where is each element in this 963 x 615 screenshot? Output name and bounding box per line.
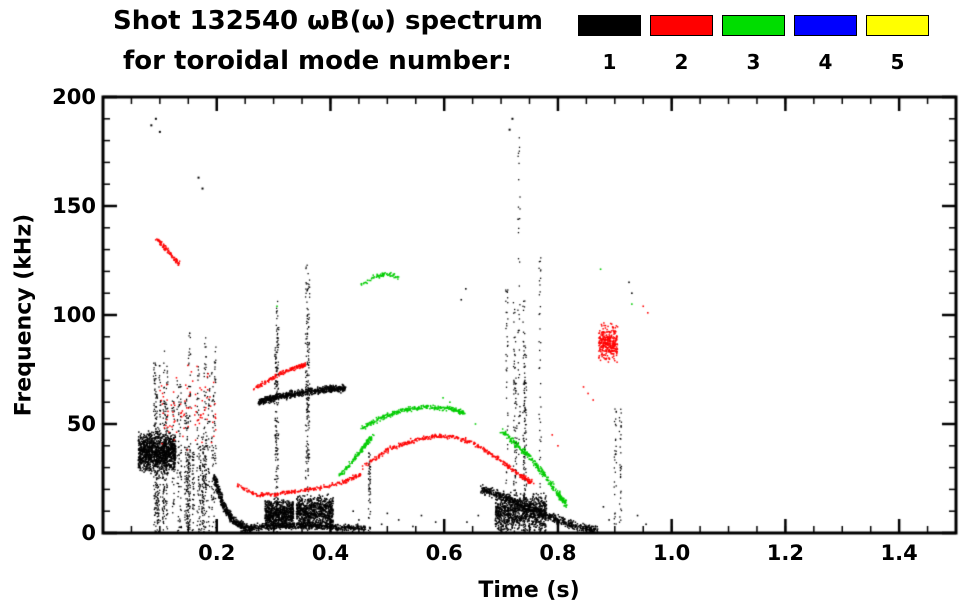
legend-label: 1 bbox=[602, 50, 617, 74]
y-tick-label: 100 bbox=[52, 303, 96, 327]
mode-legend: 1 2 3 4 5 bbox=[578, 15, 929, 74]
x-tick-label: 1.2 bbox=[766, 541, 804, 565]
x-tick-label: 0.6 bbox=[425, 541, 463, 565]
x-tick-label: 0.2 bbox=[198, 541, 236, 565]
legend-item-mode-1: 1 bbox=[578, 15, 641, 74]
x-axis-label: Time (s) bbox=[478, 578, 580, 603]
legend-label: 2 bbox=[674, 50, 689, 74]
legend-label: 3 bbox=[746, 50, 761, 74]
legend-item-mode-4: 4 bbox=[794, 15, 857, 74]
x-tick-label: 0.4 bbox=[311, 541, 350, 565]
legend-swatch bbox=[578, 15, 641, 36]
legend-item-mode-3: 3 bbox=[722, 15, 785, 74]
y-tick-label: 0 bbox=[81, 521, 96, 545]
y-tick-label: 50 bbox=[66, 412, 96, 436]
x-tick-label: 1.4 bbox=[880, 541, 918, 565]
x-tick-label: 0.8 bbox=[539, 541, 577, 565]
legend-label: 5 bbox=[890, 50, 905, 74]
y-tick-label: 150 bbox=[52, 194, 96, 218]
legend-item-mode-2: 2 bbox=[650, 15, 713, 74]
y-tick-label: 200 bbox=[52, 85, 96, 109]
legend-item-mode-5: 5 bbox=[866, 15, 929, 74]
x-tick-label: 1.0 bbox=[653, 541, 691, 565]
chart-title-line1: Shot 132540 ωB(ω) spectrum bbox=[113, 6, 543, 36]
legend-swatch bbox=[794, 15, 857, 36]
chart-title-line2: for toroidal mode number: bbox=[123, 46, 512, 76]
legend-label: 4 bbox=[818, 50, 833, 74]
y-axis-label: Frequency (kHz) bbox=[11, 213, 37, 417]
legend-swatch bbox=[722, 15, 785, 36]
legend-swatch bbox=[866, 15, 929, 36]
legend-swatch bbox=[650, 15, 713, 36]
